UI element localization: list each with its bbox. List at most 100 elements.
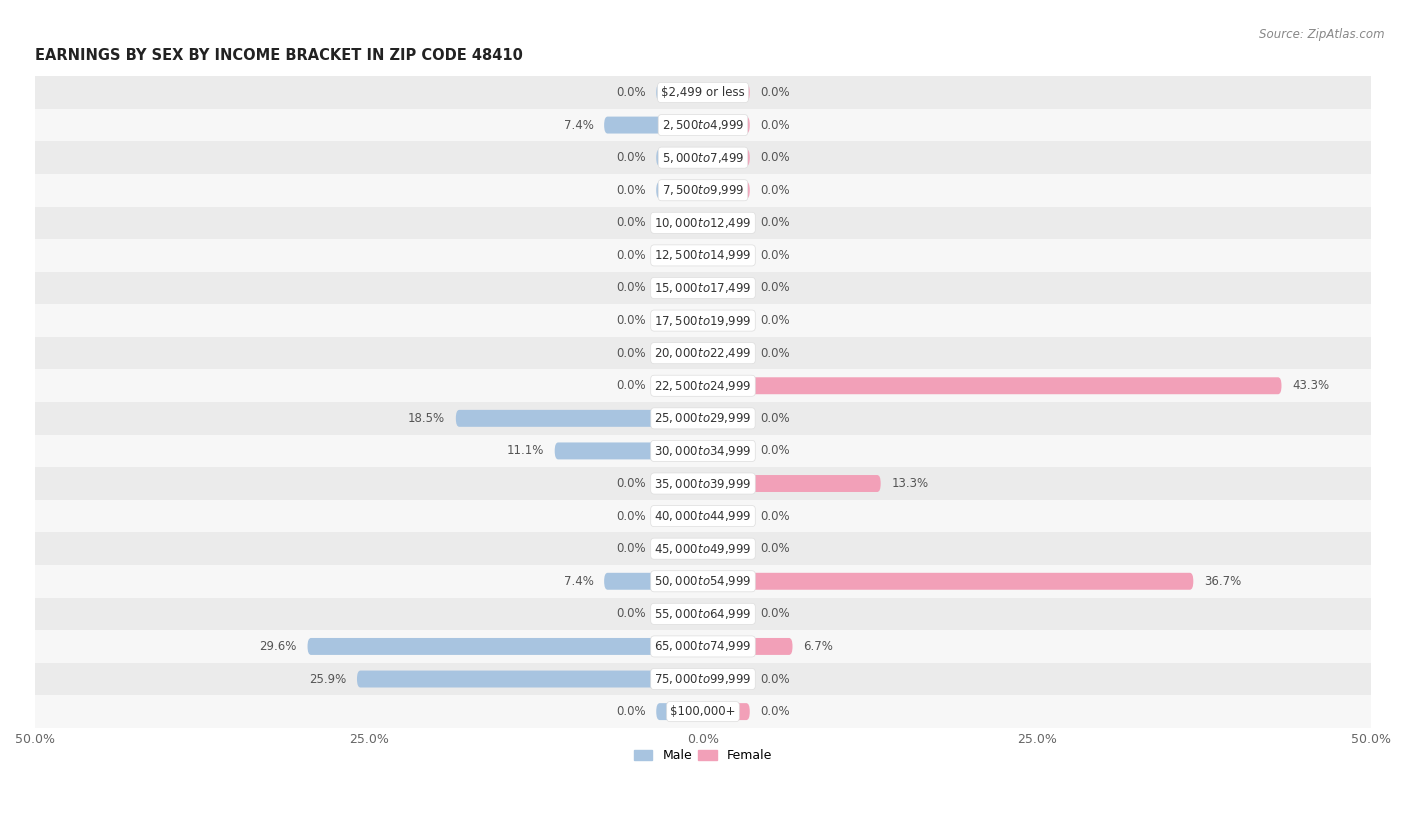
- Text: $22,500 to $24,999: $22,500 to $24,999: [654, 379, 752, 393]
- Text: 0.0%: 0.0%: [616, 510, 645, 523]
- Legend: Male, Female: Male, Female: [628, 744, 778, 767]
- Bar: [35, 402, 1371, 435]
- FancyBboxPatch shape: [657, 507, 703, 524]
- FancyBboxPatch shape: [703, 84, 749, 101]
- Bar: [35, 109, 1371, 141]
- Text: 0.0%: 0.0%: [616, 379, 645, 392]
- Text: Source: ZipAtlas.com: Source: ZipAtlas.com: [1260, 28, 1385, 41]
- Text: $12,500 to $14,999: $12,500 to $14,999: [654, 249, 752, 263]
- FancyBboxPatch shape: [555, 442, 703, 459]
- Text: 6.7%: 6.7%: [803, 640, 834, 653]
- Bar: [35, 369, 1371, 402]
- Text: 0.0%: 0.0%: [761, 151, 790, 164]
- Text: 0.0%: 0.0%: [616, 477, 645, 490]
- FancyBboxPatch shape: [657, 377, 703, 394]
- Text: 0.0%: 0.0%: [761, 346, 790, 359]
- Text: 0.0%: 0.0%: [761, 607, 790, 620]
- Text: 29.6%: 29.6%: [260, 640, 297, 653]
- Bar: [35, 598, 1371, 630]
- Bar: [35, 565, 1371, 598]
- Text: $65,000 to $74,999: $65,000 to $74,999: [654, 640, 752, 654]
- Text: 0.0%: 0.0%: [616, 216, 645, 229]
- Text: 7.4%: 7.4%: [564, 119, 593, 132]
- Text: 18.5%: 18.5%: [408, 412, 446, 425]
- Text: $40,000 to $44,999: $40,000 to $44,999: [654, 509, 752, 523]
- Bar: [35, 630, 1371, 663]
- Text: $50,000 to $54,999: $50,000 to $54,999: [654, 574, 752, 589]
- Text: $2,500 to $4,999: $2,500 to $4,999: [662, 118, 744, 132]
- Text: $2,499 or less: $2,499 or less: [661, 86, 745, 99]
- Text: 43.3%: 43.3%: [1292, 379, 1329, 392]
- Bar: [35, 272, 1371, 304]
- Text: 0.0%: 0.0%: [761, 184, 790, 197]
- FancyBboxPatch shape: [657, 606, 703, 622]
- Bar: [35, 435, 1371, 467]
- FancyBboxPatch shape: [456, 410, 703, 427]
- Bar: [35, 533, 1371, 565]
- FancyBboxPatch shape: [657, 84, 703, 101]
- FancyBboxPatch shape: [703, 475, 880, 492]
- FancyBboxPatch shape: [703, 377, 1281, 394]
- Text: 13.3%: 13.3%: [891, 477, 928, 490]
- FancyBboxPatch shape: [703, 182, 749, 198]
- Text: 0.0%: 0.0%: [761, 672, 790, 685]
- FancyBboxPatch shape: [703, 116, 749, 133]
- FancyBboxPatch shape: [703, 573, 1194, 589]
- FancyBboxPatch shape: [703, 606, 749, 622]
- Text: 0.0%: 0.0%: [761, 249, 790, 262]
- Text: $30,000 to $34,999: $30,000 to $34,999: [654, 444, 752, 458]
- Text: 25.9%: 25.9%: [309, 672, 346, 685]
- FancyBboxPatch shape: [703, 540, 749, 557]
- Text: 0.0%: 0.0%: [761, 314, 790, 327]
- Text: $20,000 to $22,499: $20,000 to $22,499: [654, 346, 752, 360]
- FancyBboxPatch shape: [703, 703, 749, 720]
- Text: 0.0%: 0.0%: [616, 151, 645, 164]
- FancyBboxPatch shape: [703, 247, 749, 264]
- Text: $45,000 to $49,999: $45,000 to $49,999: [654, 541, 752, 556]
- FancyBboxPatch shape: [703, 280, 749, 297]
- Text: $7,500 to $9,999: $7,500 to $9,999: [662, 183, 744, 198]
- FancyBboxPatch shape: [703, 215, 749, 231]
- Text: 0.0%: 0.0%: [616, 314, 645, 327]
- Text: 0.0%: 0.0%: [616, 184, 645, 197]
- Bar: [35, 76, 1371, 109]
- FancyBboxPatch shape: [657, 215, 703, 231]
- Text: 0.0%: 0.0%: [616, 346, 645, 359]
- FancyBboxPatch shape: [703, 149, 749, 166]
- Text: $35,000 to $39,999: $35,000 to $39,999: [654, 476, 752, 490]
- Text: 0.0%: 0.0%: [761, 412, 790, 425]
- FancyBboxPatch shape: [657, 475, 703, 492]
- Text: $15,000 to $17,499: $15,000 to $17,499: [654, 281, 752, 295]
- Bar: [35, 304, 1371, 337]
- Text: 0.0%: 0.0%: [761, 542, 790, 555]
- Text: $75,000 to $99,999: $75,000 to $99,999: [654, 672, 752, 686]
- Bar: [35, 174, 1371, 207]
- Text: 0.0%: 0.0%: [761, 216, 790, 229]
- FancyBboxPatch shape: [657, 280, 703, 297]
- Text: 0.0%: 0.0%: [761, 705, 790, 718]
- Text: $10,000 to $12,499: $10,000 to $12,499: [654, 215, 752, 230]
- Text: 7.4%: 7.4%: [564, 575, 593, 588]
- FancyBboxPatch shape: [703, 442, 749, 459]
- Bar: [35, 141, 1371, 174]
- FancyBboxPatch shape: [657, 540, 703, 557]
- FancyBboxPatch shape: [605, 116, 703, 133]
- Text: 0.0%: 0.0%: [616, 542, 645, 555]
- FancyBboxPatch shape: [703, 345, 749, 362]
- FancyBboxPatch shape: [703, 410, 749, 427]
- FancyBboxPatch shape: [357, 671, 703, 688]
- FancyBboxPatch shape: [308, 638, 703, 655]
- FancyBboxPatch shape: [657, 345, 703, 362]
- FancyBboxPatch shape: [703, 507, 749, 524]
- Text: 0.0%: 0.0%: [616, 249, 645, 262]
- FancyBboxPatch shape: [657, 247, 703, 264]
- Text: $55,000 to $64,999: $55,000 to $64,999: [654, 606, 752, 621]
- Bar: [35, 207, 1371, 239]
- Text: $25,000 to $29,999: $25,000 to $29,999: [654, 411, 752, 425]
- Text: EARNINGS BY SEX BY INCOME BRACKET IN ZIP CODE 48410: EARNINGS BY SEX BY INCOME BRACKET IN ZIP…: [35, 47, 523, 63]
- Text: 0.0%: 0.0%: [761, 119, 790, 132]
- Bar: [35, 663, 1371, 695]
- Text: 0.0%: 0.0%: [616, 705, 645, 718]
- Bar: [35, 337, 1371, 369]
- Bar: [35, 500, 1371, 533]
